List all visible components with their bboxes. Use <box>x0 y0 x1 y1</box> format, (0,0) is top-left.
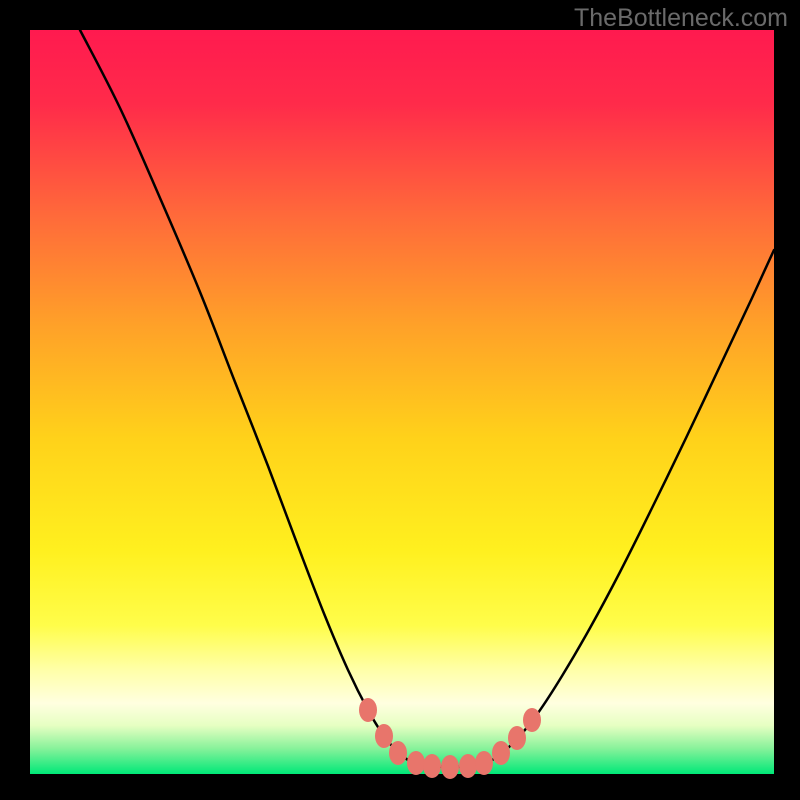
curve-marker <box>389 741 407 765</box>
curve-marker <box>523 708 541 732</box>
curve-marker <box>508 726 526 750</box>
curve-marker <box>441 755 459 779</box>
curve-marker <box>407 751 425 775</box>
bottleneck-curve <box>80 30 774 767</box>
chart-stage: TheBottleneck.com <box>0 0 800 800</box>
curve-markers <box>359 698 541 779</box>
curve-marker <box>492 741 510 765</box>
curve-marker <box>375 724 393 748</box>
curve-layer <box>0 0 800 800</box>
curve-marker <box>423 754 441 778</box>
curve-marker <box>459 754 477 778</box>
curve-marker <box>475 751 493 775</box>
curve-marker <box>359 698 377 722</box>
